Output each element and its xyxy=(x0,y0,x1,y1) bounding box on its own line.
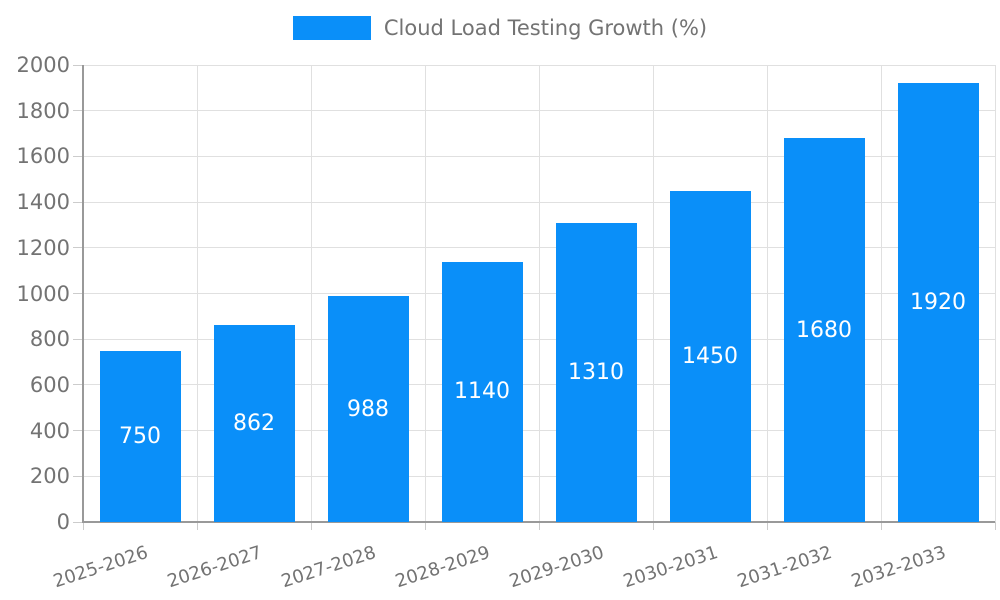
legend-label: Cloud Load Testing Growth (%) xyxy=(383,16,708,40)
y-axis-label: 800 xyxy=(29,327,70,352)
y-axis-label: 1600 xyxy=(16,144,70,169)
bar-value-label: 1450 xyxy=(682,343,738,369)
bar[interactable]: 1680 xyxy=(783,138,865,522)
bar-value-label: 1310 xyxy=(568,359,624,385)
y-axis-tick xyxy=(73,110,82,112)
y-axis-line xyxy=(82,65,84,522)
bar[interactable]: 862 xyxy=(213,325,295,522)
x-axis-label: 2031-2032 xyxy=(734,542,835,593)
bar-value-label: 988 xyxy=(347,396,389,422)
y-axis-tick xyxy=(73,64,82,66)
x-axis-tick xyxy=(538,522,540,530)
x-axis-label: 2027-2028 xyxy=(278,542,379,593)
y-axis-label: 2000 xyxy=(16,53,70,77)
bar[interactable]: 1140 xyxy=(441,261,523,522)
x-axis-tick xyxy=(82,522,84,530)
y-axis-label: 1000 xyxy=(16,281,70,306)
y-axis-label: 600 xyxy=(29,372,70,397)
x-axis-label: 2030-2031 xyxy=(620,542,721,593)
x-axis-label: 2029-2030 xyxy=(506,542,607,593)
bar-value-label: 1140 xyxy=(454,379,510,405)
y-axis-tick xyxy=(73,201,82,203)
x-axis-tick xyxy=(880,522,882,530)
x-axis-label: 2025-2026 xyxy=(50,542,151,593)
bar[interactable]: 750 xyxy=(99,350,181,522)
y-axis-tick xyxy=(73,247,82,249)
y-axis-tick xyxy=(73,293,82,294)
x-gridline xyxy=(310,65,312,522)
x-axis-tick xyxy=(652,522,654,530)
bar[interactable]: 1450 xyxy=(669,190,751,522)
legend-item[interactable]: Cloud Load Testing Growth (%) xyxy=(0,16,1000,40)
y-axis-tick xyxy=(73,475,82,477)
x-gridline xyxy=(652,65,654,522)
y-axis-tick xyxy=(73,521,82,523)
x-axis-line xyxy=(82,521,995,523)
x-gridline xyxy=(880,65,882,522)
y-axis-tick xyxy=(73,430,82,432)
x-gridline xyxy=(994,65,996,522)
y-axis-label: 200 xyxy=(29,464,70,489)
y-axis-label: 0 xyxy=(56,510,70,534)
x-gridline xyxy=(766,65,768,522)
bar-value-label: 1680 xyxy=(796,317,852,343)
x-axis-tick xyxy=(310,522,312,530)
x-axis-tick xyxy=(196,522,198,530)
y-axis-label: 1200 xyxy=(16,235,70,260)
bar-value-label: 862 xyxy=(233,411,275,436)
bar-value-label: 750 xyxy=(119,423,161,449)
y-axis-label: 1800 xyxy=(16,98,70,123)
bar[interactable]: 1920 xyxy=(897,83,979,522)
x-gridline xyxy=(424,65,426,522)
x-axis-tick xyxy=(994,522,996,530)
x-gridline xyxy=(538,65,540,522)
x-axis-label: 2026-2027 xyxy=(164,542,265,593)
x-axis-label: 2028-2029 xyxy=(392,542,493,593)
y-axis-tick xyxy=(73,384,82,386)
bar[interactable]: 988 xyxy=(327,296,409,522)
bar-value-label: 1920 xyxy=(910,290,966,316)
y-axis-label: 1400 xyxy=(16,190,70,215)
x-gridline xyxy=(196,65,198,522)
legend-swatch[interactable] xyxy=(292,16,371,40)
x-axis-tick xyxy=(424,522,426,530)
y-axis-label: 400 xyxy=(29,418,70,443)
y-axis-tick xyxy=(73,338,82,340)
x-axis-tick xyxy=(766,522,768,530)
bar[interactable]: 1310 xyxy=(555,222,637,522)
plot-area: 0 200 400 600 800 1000 1200 1400 1600 1800 2000 750… xyxy=(17,53,996,592)
x-axis-label: 2032-2033 xyxy=(848,542,949,593)
y-axis-tick xyxy=(73,155,82,157)
